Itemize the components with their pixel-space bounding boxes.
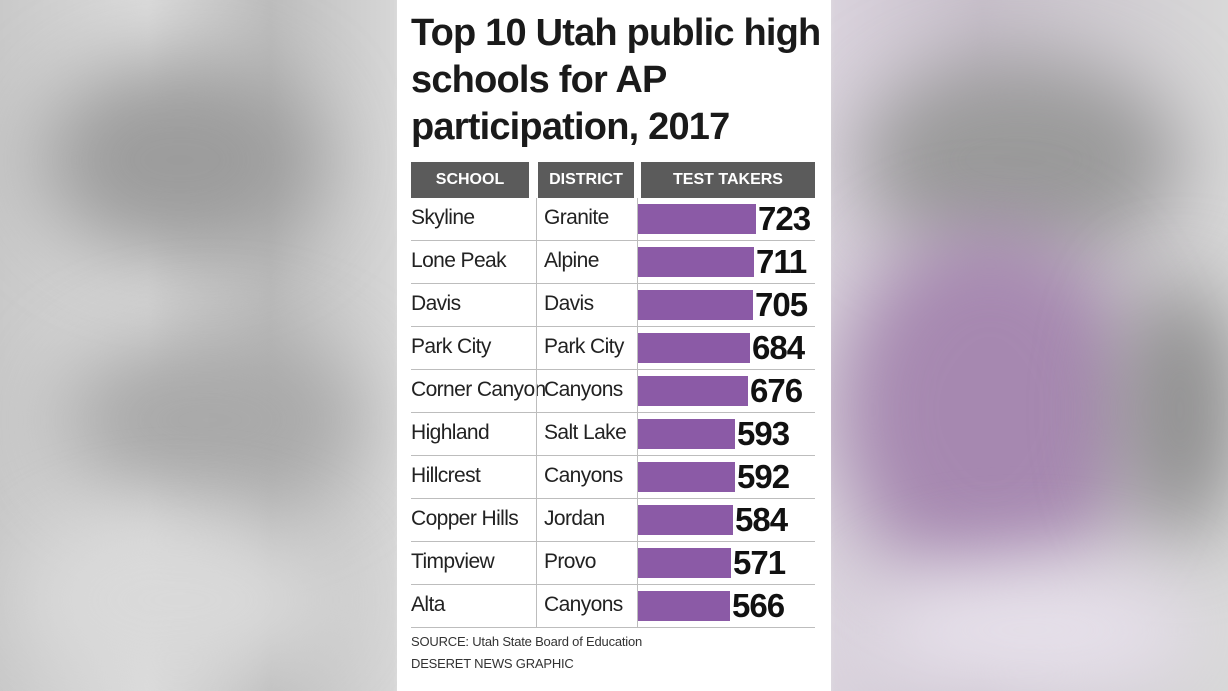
bar-value-label: 684 [752, 329, 805, 366]
school-name: Park City [411, 335, 491, 358]
background-blur-shape [860, 60, 1180, 260]
bar-value-label: 676 [750, 372, 803, 409]
table-row: Skyline Granite 723 [411, 198, 815, 241]
school-name: Skyline [411, 206, 475, 229]
bar [638, 333, 750, 363]
district-name: Jordan [544, 507, 605, 530]
source-note: SOURCE: Utah State Board of Education [411, 634, 643, 649]
column-divider [536, 542, 537, 584]
district-name: Provo [544, 550, 596, 573]
column-divider [536, 499, 537, 541]
bar [638, 548, 731, 578]
column-divider [637, 542, 638, 584]
table-row: Lone Peak Alpine 711 [411, 241, 815, 284]
column-divider [637, 241, 638, 283]
school-name: Highland [411, 421, 490, 444]
district-name: Salt Lake [544, 421, 627, 444]
column-divider [536, 241, 537, 283]
table-row: Highland Salt Lake 593 [411, 413, 815, 456]
background-blur-shape [20, 520, 340, 680]
district-name: Park City [544, 335, 624, 358]
bar [638, 204, 756, 234]
background-blur-shape [840, 230, 1140, 590]
table-row: Timpview Provo 571 [411, 542, 815, 585]
background-blur-shape [860, 560, 1200, 691]
table-row: Park City Park City 684 [411, 327, 815, 370]
bar-cell: 684 [638, 327, 815, 369]
bar [638, 462, 735, 492]
bar [638, 505, 733, 535]
district-name: Canyons [544, 378, 623, 401]
bar-cell: 592 [638, 456, 815, 498]
school-name: Lone Peak [411, 249, 507, 272]
bar-cell: 566 [638, 585, 815, 627]
column-divider [536, 370, 537, 412]
table-row: Copper Hills Jordan 584 [411, 499, 815, 542]
bar-value-label: 592 [737, 458, 790, 495]
bar [638, 376, 748, 406]
column-divider [536, 456, 537, 498]
table-row: Corner Canyon Canyons 676 [411, 370, 815, 413]
school-name: Corner Canyon [411, 378, 546, 401]
table-body: Skyline Granite 723 Lone Peak Alpine 711 Davis… [411, 198, 815, 628]
bar [638, 247, 754, 277]
column-divider [536, 284, 537, 326]
column-divider [637, 499, 638, 541]
column-divider [637, 456, 638, 498]
bar-value-label: 584 [735, 501, 788, 538]
column-divider [637, 284, 638, 326]
school-name: Timpview [411, 550, 495, 573]
district-name: Davis [544, 292, 594, 315]
column-header-district: DISTRICT [538, 162, 634, 198]
bar [638, 290, 753, 320]
background-blur-shape [1120, 280, 1228, 540]
district-name: Alpine [544, 249, 599, 272]
graphic-credit: DESERET NEWS GRAPHIC [411, 656, 574, 671]
column-divider [536, 327, 537, 369]
column-divider [536, 198, 537, 240]
bar-value-label: 571 [733, 544, 786, 581]
bar-value-label: 593 [737, 415, 790, 452]
school-name: Hillcrest [411, 464, 481, 487]
background-blur-shape [60, 330, 360, 510]
district-name: Canyons [544, 464, 623, 487]
infographic-card: Top 10 Utah public high schools for AP p… [397, 0, 831, 691]
column-divider [637, 327, 638, 369]
bar-cell: 723 [638, 198, 815, 240]
bar-value-label: 566 [732, 587, 785, 624]
district-name: Canyons [544, 593, 623, 616]
district-name: Granite [544, 206, 609, 229]
table-row: Alta Canyons 566 [411, 585, 815, 628]
column-divider [536, 413, 537, 455]
column-header-test-takers: TEST TAKERS [641, 162, 815, 198]
bar-cell: 584 [638, 499, 815, 541]
school-name: Alta [411, 593, 445, 616]
column-divider [637, 370, 638, 412]
bar-cell: 705 [638, 284, 815, 326]
column-divider [637, 198, 638, 240]
background-blur-shape [40, 60, 320, 260]
table-row: Davis Davis 705 [411, 284, 815, 327]
table-row: Hillcrest Canyons 592 [411, 456, 815, 499]
bar [638, 591, 730, 621]
column-divider [536, 585, 537, 627]
chart-title: Top 10 Utah public high schools for AP p… [411, 12, 821, 148]
school-name: Davis [411, 292, 461, 315]
bar-cell: 571 [638, 542, 815, 584]
bar [638, 419, 735, 449]
bar-value-label: 711 [756, 243, 807, 280]
bar-cell: 711 [638, 241, 815, 283]
school-name: Copper Hills [411, 507, 519, 530]
bar-value-label: 723 [758, 200, 811, 237]
column-divider [637, 585, 638, 627]
bar-value-label: 705 [755, 286, 808, 323]
column-header-school: SCHOOL [411, 162, 529, 198]
bar-cell: 676 [638, 370, 815, 412]
column-divider [637, 413, 638, 455]
bar-cell: 593 [638, 413, 815, 455]
